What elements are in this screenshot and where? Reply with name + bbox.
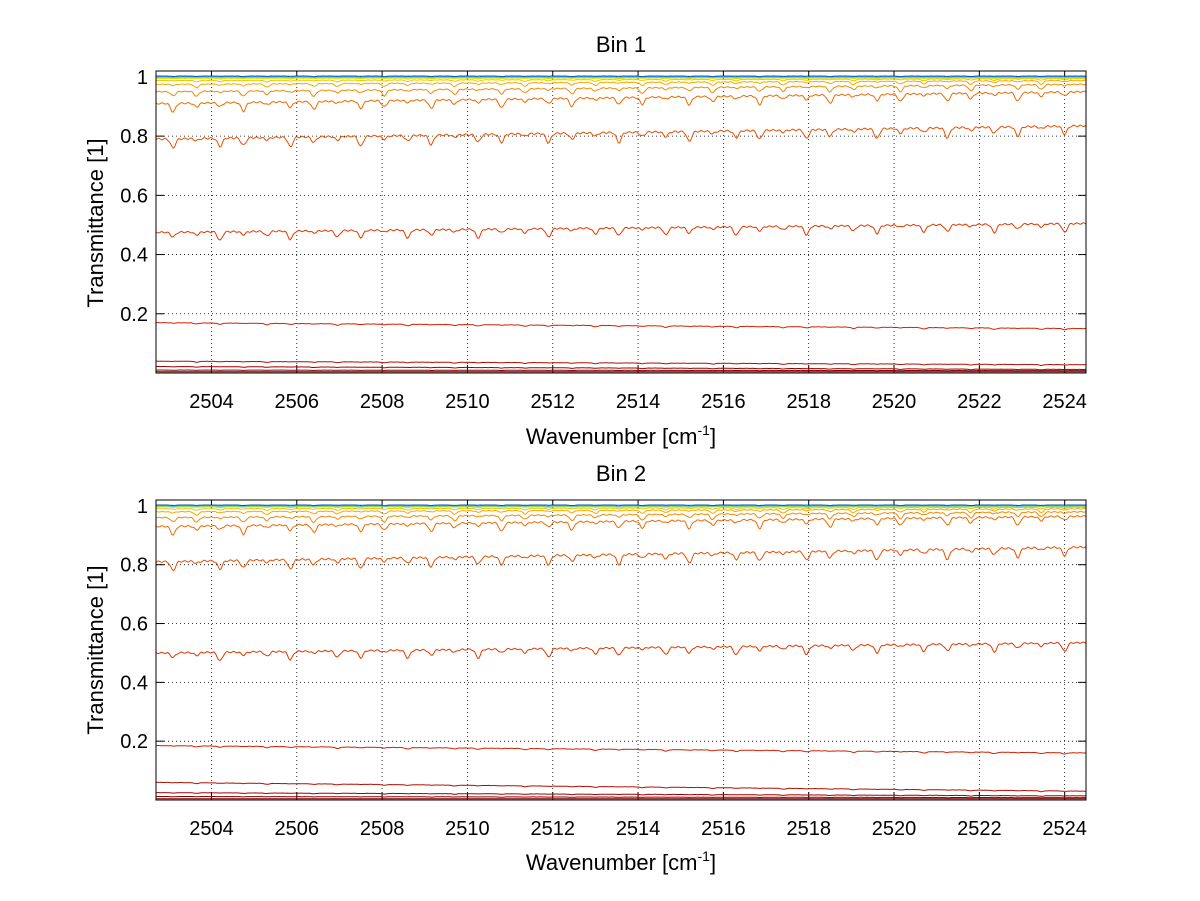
- chart-panel-bin-1: Bin 1 2504 2506 2508 2510 2512 2514 2516 2518 25…: [83, 32, 1087, 449]
- series-line: [155, 641, 1087, 662]
- x-tick-label: 2506: [275, 818, 320, 840]
- x-axis-label: Wavenumber [cm-1]: [526, 848, 716, 875]
- series-line: [155, 124, 1087, 149]
- x-tick-label: 2522: [957, 391, 1002, 413]
- x-tick-label: 2510: [445, 818, 490, 840]
- y-tick-label: 0.2: [120, 304, 148, 326]
- y-tick-labels: 0.2 0.4 0.6 0.8 1: [120, 496, 148, 753]
- x-tick-label: 2520: [872, 818, 917, 840]
- x-tick-label: 2508: [360, 818, 405, 840]
- y-tick-label: 0.8: [120, 126, 148, 148]
- x-axis-label-main: Wavenumber [cm: [526, 424, 698, 449]
- x-tick-labels: 2504 2506 2508 2510 2512 2514 2516 2518 2520 2522…: [189, 818, 1087, 840]
- series-line: [155, 360, 1087, 367]
- series-line: [155, 745, 1087, 755]
- series-line: [156, 365, 1086, 371]
- y-tick-label: 0.6: [120, 185, 148, 207]
- series-line: [156, 504, 1086, 507]
- chart-panel-bin-2: Bin 2 2504 2506 2508 2510 2512 2514 2516 2518 25…: [83, 461, 1087, 875]
- series-line: [155, 222, 1087, 241]
- series-line: [155, 792, 1087, 797]
- series-group: [155, 75, 1087, 373]
- series-line: [155, 369, 1087, 372]
- x-axis-label: Wavenumber [cm-1]: [526, 422, 716, 449]
- series-line: [155, 508, 1087, 516]
- x-axis-label-end: ]: [710, 424, 716, 449]
- plot-area-frame: [155, 499, 1087, 801]
- series-line: [155, 781, 1086, 793]
- x-axis-label-end: ]: [710, 850, 716, 875]
- series-line: [155, 510, 1087, 524]
- x-tick-label: 2516: [701, 391, 746, 413]
- y-tick-label: 0.6: [120, 614, 148, 636]
- x-tick-label: 2514: [616, 391, 661, 413]
- y-tick-label: 0.4: [120, 672, 148, 694]
- x-tick-label: 2518: [786, 818, 831, 840]
- series-line: [155, 78, 1087, 83]
- x-tick-label: 2506: [275, 391, 320, 413]
- y-tick-label: 0.4: [120, 245, 148, 267]
- series-line: [156, 76, 1086, 79]
- x-tick-label: 2518: [786, 391, 831, 413]
- plot-area-frame: [155, 70, 1087, 374]
- series-line: [155, 90, 1087, 113]
- x-axis-label-sup: -1: [698, 422, 711, 438]
- x-tick-label: 2504: [189, 391, 234, 413]
- x-tick-label: 2504: [189, 818, 234, 840]
- y-tick-label: 0.2: [120, 731, 148, 753]
- x-axis-label-sup: -1: [698, 848, 711, 864]
- y-tick-labels: 0.2 0.4 0.6 0.8 1: [120, 67, 148, 326]
- series-line: [155, 79, 1087, 89]
- x-axis-label-main: Wavenumber [cm: [526, 850, 698, 875]
- y-tick-label: 0.8: [120, 555, 148, 577]
- series-line: [155, 506, 1087, 511]
- chart-title: Bin 1: [596, 32, 646, 57]
- x-tick-label: 2510: [445, 391, 490, 413]
- series-line: [155, 505, 1087, 508]
- series-group: [155, 504, 1087, 800]
- x-tick-label: 2512: [530, 391, 575, 413]
- series-line: [155, 83, 1087, 97]
- x-tick-label: 2522: [957, 818, 1002, 840]
- x-tick-label: 2512: [530, 818, 575, 840]
- y-tick-label: 1: [137, 67, 148, 89]
- series-line: [156, 75, 1086, 78]
- x-tick-labels: 2504 2506 2508 2510 2512 2514 2516 2518 2520 2522…: [189, 391, 1087, 413]
- series-line: [155, 515, 1087, 536]
- x-tick-label: 2524: [1042, 391, 1087, 413]
- y-tick-label: 1: [137, 496, 148, 518]
- y-axis-label: Transmittance [1]: [83, 565, 108, 734]
- x-tick-label: 2508: [360, 391, 405, 413]
- x-tick-label: 2520: [872, 391, 917, 413]
- x-tick-label: 2516: [701, 818, 746, 840]
- series-line: [155, 322, 1087, 331]
- chart-title: Bin 2: [596, 461, 646, 486]
- series-line: [155, 545, 1087, 572]
- grid: [156, 71, 1086, 373]
- series-line: [156, 795, 1087, 799]
- y-axis-label: Transmittance [1]: [83, 138, 108, 307]
- x-tick-label: 2514: [616, 818, 661, 840]
- x-tick-label: 2524: [1042, 818, 1087, 840]
